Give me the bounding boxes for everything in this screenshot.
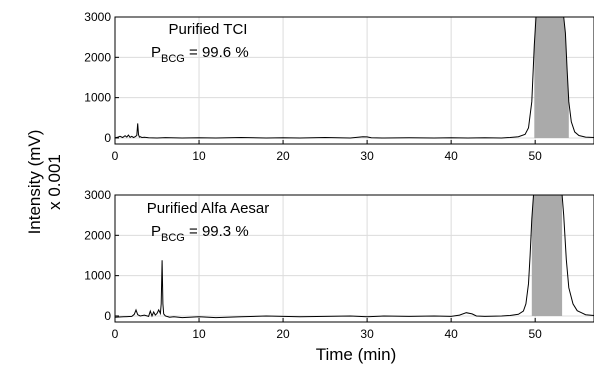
panel-tci-y-tick-label-3000: 3000 — [84, 10, 111, 24]
panel-alfa-aesar-x-ticks: 0 10 20 30 40 50 — [112, 318, 542, 341]
panel-tci-x-tick-label-10: 10 — [192, 149, 206, 163]
panel-tci-peak-area — [534, 17, 569, 138]
panel-alfa-aesar-label: Purified Alfa Aesar — [147, 200, 270, 217]
panel-tci-y-tick-label-1000: 1000 — [84, 91, 111, 105]
panel-tci-frame — [114, 16, 594, 145]
panel-tci-purity-subscript: BCG — [161, 53, 185, 65]
panel-alfa-aesar-purity: PBCG = 99.3 % — [151, 223, 249, 244]
panel-alfa-aesar-y-tick-label-3000: 3000 — [84, 188, 111, 202]
x-axis-title: Time (min) — [316, 345, 397, 364]
panel-alfa-aesar-y-ticks: 0 1000 2000 3000 — [84, 188, 119, 323]
panel-tci-purity-symbol: P — [151, 44, 161, 61]
panel-tci: 0 1000 2000 3000 0 10 20 30 40 50 Purified TCI P… — [84, 10, 594, 163]
panel-alfa-aesar-x-tick-label-0: 0 — [112, 327, 119, 341]
panel-tci-y-tick-label-0: 0 — [104, 131, 111, 145]
panel-alfa-aesar-peak-area — [531, 195, 563, 316]
panel-alfa-aesar-x-tick-label-20: 20 — [276, 327, 290, 341]
y-axis-title-group: Intensity (mV) x 0.001 — [25, 130, 64, 235]
panel-tci-x-tick-label-0: 0 — [112, 149, 119, 163]
panel-alfa-aesar-y-tick-label-0: 0 — [104, 309, 111, 323]
panel-tci-x-tick-label-30: 30 — [360, 149, 374, 163]
panel-alfa-aesar-purity-symbol: P — [151, 223, 161, 240]
panel-tci-trace — [115, 17, 594, 139]
panel-tci-label: Purified TCI — [169, 21, 248, 38]
panel-alfa-aesar-purity-subscript: BCG — [161, 232, 185, 244]
panel-tci-x-tick-label-40: 40 — [444, 149, 458, 163]
y-axis-title-line1: Intensity (mV) — [25, 130, 44, 235]
panel-alfa-aesar-y-tick-label-1000: 1000 — [84, 269, 111, 283]
panel-alfa-aesar-trace — [115, 195, 594, 319]
panel-alfa-aesar-x-tick-label-30: 30 — [360, 327, 374, 341]
panel-tci-purity-value: = 99.6 % — [185, 44, 249, 61]
panel-tci-purity: PBCG = 99.6 % — [151, 44, 249, 65]
panel-alfa-aesar-frame — [114, 194, 594, 323]
panel-tci-y-ticks: 0 1000 2000 3000 — [84, 10, 119, 145]
panel-alfa-aesar-x-tick-label-40: 40 — [444, 327, 458, 341]
panel-tci-x-tick-label-20: 20 — [276, 149, 290, 163]
panel-alfa-aesar-x-tick-label-50: 50 — [528, 327, 542, 341]
panel-alfa-aesar-y-tick-label-2000: 2000 — [84, 228, 111, 242]
panel-tci-x-tick-label-50: 50 — [528, 149, 542, 163]
panel-alfa-aesar: 0 1000 2000 3000 0 10 20 30 40 50 Purified Alfa … — [84, 188, 594, 341]
panel-alfa-aesar-purity-value: = 99.3 % — [185, 223, 249, 240]
panel-tci-x-ticks: 0 10 20 30 40 50 — [112, 140, 542, 163]
y-axis-title-line2: x 0.001 — [45, 154, 64, 210]
panel-tci-y-tick-label-2000: 2000 — [84, 50, 111, 64]
panel-alfa-aesar-x-tick-label-10: 10 — [192, 327, 206, 341]
